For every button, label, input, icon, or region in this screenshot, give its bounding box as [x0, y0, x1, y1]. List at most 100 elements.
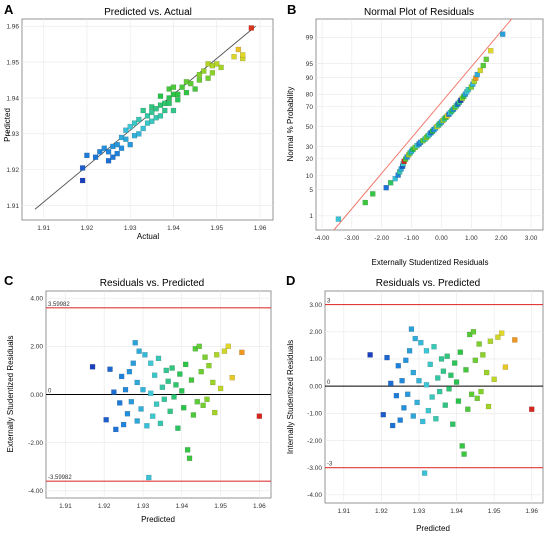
data-point — [167, 408, 173, 414]
panel-a-title: Predicted vs. Actual — [104, 7, 192, 18]
x-tick-label: 1.95 — [488, 508, 501, 515]
y-tick-label: 5 — [309, 187, 313, 194]
panel-d-title: Residuals vs. Predicted — [376, 278, 481, 289]
data-point — [403, 357, 409, 363]
data-point — [201, 68, 207, 74]
data-point — [184, 447, 191, 453]
y-tick-label: 90 — [306, 75, 314, 82]
data-point — [380, 412, 386, 418]
data-point — [157, 420, 164, 427]
data-point — [101, 145, 107, 151]
data-point — [408, 326, 415, 332]
panel-c-ylabel: Externally Studentized Residuals — [6, 336, 15, 453]
x-tick-label: 1.92 — [81, 225, 94, 232]
data-point — [161, 396, 167, 402]
data-point — [179, 388, 185, 394]
data-point — [393, 392, 400, 399]
data-point — [79, 165, 86, 171]
data-point — [390, 422, 396, 429]
data-point — [175, 425, 181, 431]
data-point — [130, 360, 136, 366]
panel-a-grid — [22, 19, 273, 220]
data-point — [205, 75, 211, 81]
x-tick-label: -4.00 — [315, 235, 330, 242]
panel-b-plot-area — [315, 18, 544, 231]
data-point — [217, 385, 224, 392]
data-point — [388, 380, 394, 387]
panel-b-ticks: -4.00 -3.00 -2.00 -1.00 0.00 1.00 2.00 3.00 1 5 10… — [306, 35, 538, 242]
data-point — [472, 357, 478, 363]
x-tick-label: 1.91 — [59, 503, 72, 510]
data-point — [126, 368, 133, 375]
reference-line-label: 3 — [327, 299, 331, 305]
data-point — [136, 348, 142, 354]
data-point — [186, 455, 193, 461]
data-point — [480, 62, 486, 69]
data-point — [433, 416, 439, 422]
data-point — [478, 388, 484, 395]
data-point — [239, 349, 245, 356]
y-tick-label: 70 — [306, 104, 314, 111]
data-point — [190, 412, 197, 418]
data-point — [110, 154, 116, 160]
data-point — [476, 341, 482, 347]
data-point — [150, 413, 156, 419]
x-tick-label: 1.93 — [413, 508, 426, 515]
data-point — [92, 154, 99, 160]
data-point — [397, 417, 403, 423]
data-point — [416, 378, 422, 384]
data-point — [170, 107, 177, 114]
data-point — [79, 177, 86, 184]
panel-b-grid — [316, 19, 543, 230]
panel-d-letter: D — [286, 273, 295, 288]
panel-d-points — [367, 326, 535, 476]
data-point — [427, 361, 433, 368]
data-point — [196, 71, 203, 78]
panel-b-letter: B — [287, 2, 296, 17]
data-point — [467, 331, 473, 338]
y-tick-label: 0.00 — [30, 392, 43, 399]
x-tick-label: -3.00 — [344, 235, 359, 242]
panel-c: C Residuals vs. Predicted 1.91 1.92 1.93 1.… — [4, 273, 272, 524]
data-point — [146, 474, 152, 481]
data-point — [140, 125, 146, 132]
data-point — [414, 399, 420, 406]
data-point — [138, 406, 144, 412]
y-tick-label: 1.95 — [6, 59, 19, 66]
reference-line-label: 0 — [327, 380, 331, 386]
data-point — [144, 423, 150, 429]
data-point — [196, 77, 203, 83]
data-point — [171, 394, 177, 400]
data-point — [114, 150, 120, 157]
x-tick-label: 1.95 — [210, 225, 223, 232]
data-point — [231, 54, 237, 60]
data-point — [229, 375, 235, 381]
data-point — [123, 136, 129, 142]
data-point — [194, 399, 200, 405]
data-point — [438, 356, 445, 362]
data-point — [474, 71, 480, 78]
data-point — [465, 406, 471, 412]
x-tick-label: 1.95 — [214, 503, 227, 510]
data-point — [183, 361, 189, 368]
panel-a-ylabel: Predicted — [3, 108, 12, 142]
panel-b: B Normal Plot of Residuals -4.00 -3.00 -2.… — [286, 2, 544, 267]
data-point — [463, 367, 469, 373]
data-point — [204, 396, 210, 402]
data-point — [122, 387, 129, 393]
y-tick-label: 1.96 — [6, 23, 19, 30]
data-point — [212, 409, 218, 416]
data-point — [113, 426, 119, 433]
data-point — [131, 120, 138, 126]
y-tick-label: 1.94 — [6, 95, 19, 102]
reference-line-label: -3 — [327, 462, 333, 468]
panel-d-ylabel: Internally Studentized Residuals — [286, 340, 295, 454]
data-point — [170, 84, 177, 90]
data-point — [474, 395, 480, 402]
data-point — [134, 418, 140, 424]
data-point — [450, 421, 456, 427]
data-point — [410, 413, 416, 419]
y-tick-label: 1.91 — [6, 203, 19, 210]
x-tick-label: 1.93 — [137, 503, 150, 510]
data-point — [383, 185, 389, 191]
